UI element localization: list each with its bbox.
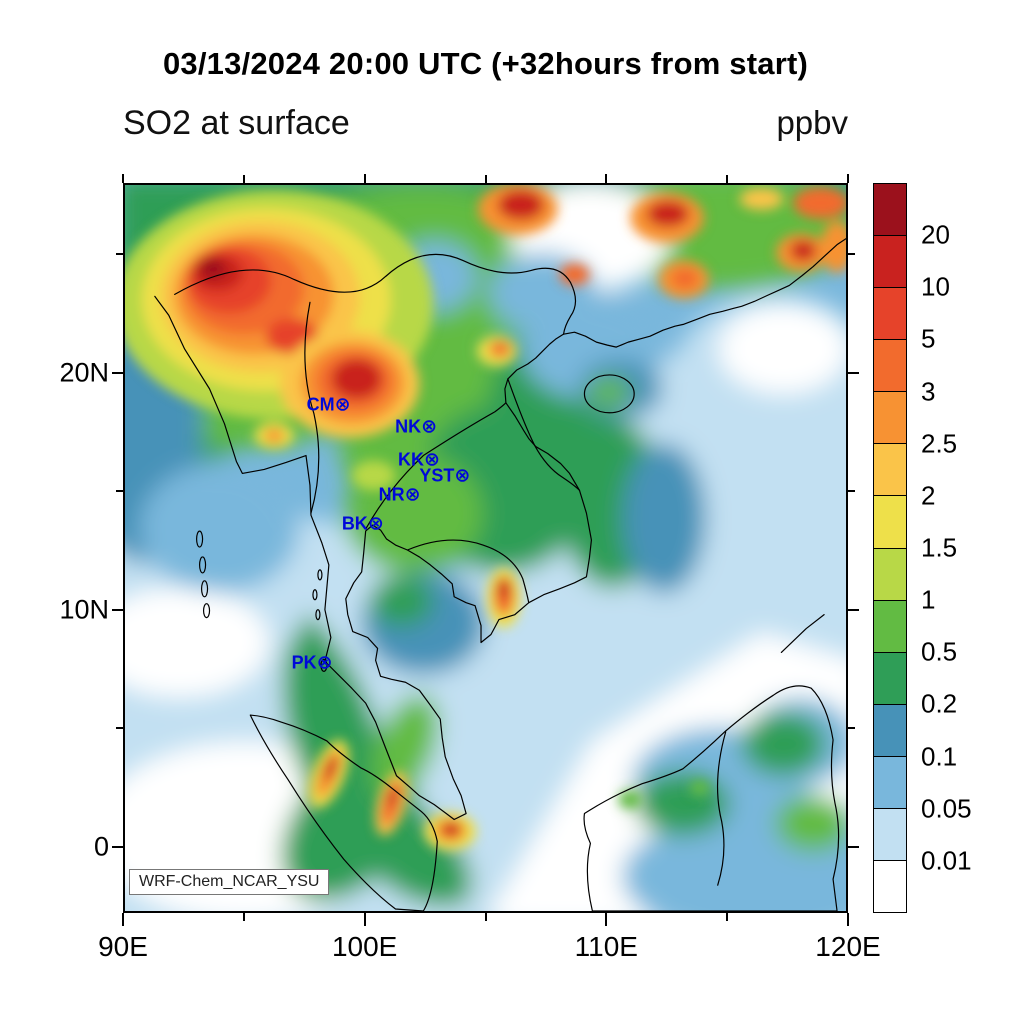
station-label: PK <box>291 652 317 673</box>
axis-tick <box>847 174 849 183</box>
station-symbol: ⊗ <box>454 464 471 487</box>
station-symbol: ⊗ <box>367 512 384 535</box>
station-symbol: ⊗ <box>404 483 421 506</box>
axis-tick <box>605 174 608 183</box>
colorbar-level-label: 3 <box>921 376 936 407</box>
colorbar-segment <box>874 288 906 341</box>
colorbar-segment <box>874 704 906 757</box>
station-marker-yst: YST⊗ <box>419 464 471 487</box>
station-label: YST <box>419 465 455 486</box>
units-label: ppbv <box>776 104 848 141</box>
axis-tick <box>605 913 608 926</box>
colorbar-segment <box>874 861 906 913</box>
x-axis-label: 100E <box>331 931 398 962</box>
axis-tick <box>112 845 123 848</box>
map-panel: CM⊗ NK⊗ KK⊗ YST⊗ NR⊗ BK⊗ PK⊗ WRF-Chem_NCAR_YSU <box>123 183 848 913</box>
colorbar-level-label: 1.5 <box>921 532 958 563</box>
x-axis-label: 120E <box>815 931 881 962</box>
colorbar-level-label: 20 <box>921 219 950 250</box>
colorbar-segment <box>874 392 906 445</box>
model-credit-badge: WRF-Chem_NCAR_YSU <box>129 869 330 895</box>
station-marker-cm: CM⊗ <box>307 395 351 414</box>
axis-tick <box>112 608 123 611</box>
axis-tick <box>484 913 487 921</box>
figure-title: 03/13/2024 20:00 UTC (+32hours from star… <box>162 46 809 81</box>
stations-layer: CM⊗ NK⊗ KK⊗ YST⊗ NR⊗ BK⊗ PK⊗ <box>125 185 846 911</box>
axis-tick <box>242 175 245 183</box>
axis-tick <box>484 175 487 183</box>
colorbar-level-label: 1 <box>921 584 936 615</box>
station-marker-nk: NK⊗ <box>395 417 437 436</box>
colorbar-segment <box>874 236 906 289</box>
station-marker-kk: KK⊗ <box>398 448 440 471</box>
axis-tick <box>848 253 855 256</box>
station-symbol: ⊗ <box>316 651 333 674</box>
axis-tick <box>848 608 859 611</box>
colorbar-segment <box>874 652 906 705</box>
colorbar-level-label: 0.01 <box>921 845 972 876</box>
y-axis-label: 10N <box>59 594 109 625</box>
axis-tick <box>848 727 855 730</box>
axis-tick <box>363 174 366 183</box>
field-title: SO2 at surface <box>123 104 350 142</box>
colorbar <box>873 183 907 913</box>
y-axis-label: 0 <box>93 831 109 862</box>
colorbar-segment <box>874 600 906 653</box>
colorbar-segment <box>874 496 906 549</box>
station-label: NR <box>378 484 405 505</box>
colorbar-level-label: 0.1 <box>921 741 958 772</box>
axis-tick <box>726 175 729 183</box>
colorbar-segment <box>874 756 906 809</box>
colorbar-level-label: 0.05 <box>921 793 972 824</box>
axis-tick <box>847 913 849 926</box>
station-label: CM <box>306 394 335 415</box>
station-marker-bk: BK⊗ <box>341 512 384 535</box>
axis-tick <box>363 913 366 926</box>
axis-tick <box>122 174 124 183</box>
axis-tick <box>116 727 123 730</box>
x-axis-label: 110E <box>574 931 638 962</box>
axis-tick <box>848 371 859 374</box>
coastlines <box>154 237 846 911</box>
colorbar-segment <box>874 808 906 862</box>
station-symbol: ⊗ <box>334 393 351 416</box>
colorbar-level-label: 0.2 <box>921 688 958 719</box>
colorbar-segment <box>874 548 906 601</box>
colorbar-segment <box>874 444 906 497</box>
axis-tick <box>116 490 123 493</box>
axis-tick <box>116 253 123 256</box>
station-label: BK <box>341 513 368 534</box>
so2-concentration-field <box>125 185 846 911</box>
axis-tick <box>112 371 123 374</box>
station-marker-pk: PK⊗ <box>291 651 333 674</box>
axis-tick <box>242 913 245 921</box>
station-symbol: ⊗ <box>424 448 440 471</box>
station-symbol: ⊗ <box>421 415 438 438</box>
axis-tick <box>726 913 729 921</box>
y-axis-label: 20N <box>59 357 109 388</box>
axis-tick <box>122 913 124 926</box>
axis-tick <box>848 490 855 493</box>
x-axis-label: 90E <box>98 931 148 962</box>
colorbar-segment <box>874 184 906 237</box>
station-label: NK <box>395 416 422 437</box>
station-marker-nr: NR⊗ <box>378 483 421 506</box>
colorbar-level-label: 0.5 <box>921 636 958 667</box>
colorbar-level-label: 2 <box>921 480 936 511</box>
colorbar-level-label: 10 <box>921 271 950 302</box>
colorbar-level-label: 5 <box>921 323 936 354</box>
station-label: KK <box>398 449 425 470</box>
colorbar-segment <box>874 340 906 393</box>
colorbar-level-label: 2.5 <box>921 428 958 459</box>
axis-tick <box>848 845 859 848</box>
